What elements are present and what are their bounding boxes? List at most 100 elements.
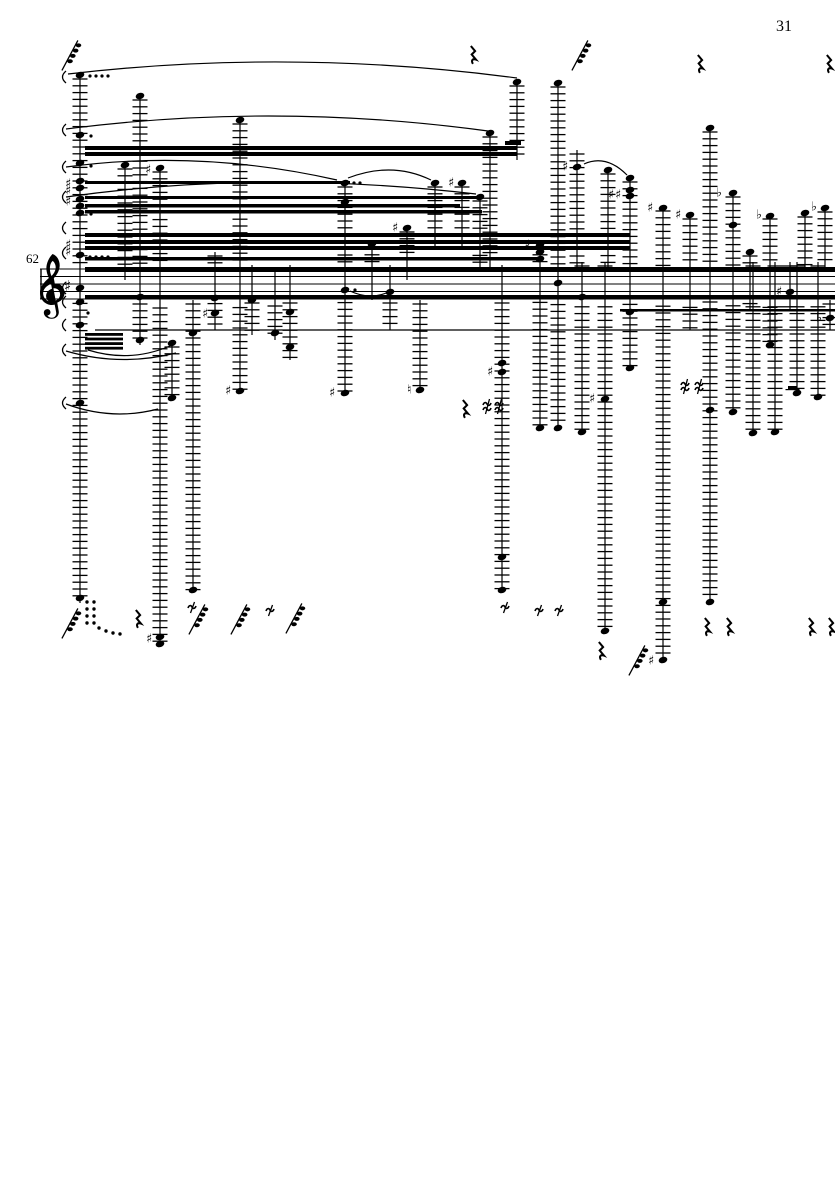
note-column: ♯♯ xyxy=(647,200,671,668)
augmentation-dot xyxy=(106,74,110,78)
quarter-rest-stroke xyxy=(826,54,835,74)
notehead xyxy=(120,161,130,169)
augmentation-dot xyxy=(86,311,90,315)
tie-opening xyxy=(61,343,67,357)
sharp-accidental: ♯ xyxy=(647,200,653,215)
notehead xyxy=(75,131,85,139)
notehead xyxy=(603,166,613,174)
tie-opening xyxy=(61,318,67,332)
sharp-accidental: ♯ xyxy=(65,244,71,259)
note-column xyxy=(132,92,148,345)
rest-hook-blob xyxy=(580,53,586,58)
notehead xyxy=(75,284,85,292)
rest-hook-blob xyxy=(72,48,79,53)
notehead xyxy=(402,224,412,232)
slur xyxy=(349,290,392,297)
note-column xyxy=(382,265,398,330)
notehead xyxy=(210,294,220,302)
sixteenth-rest-icon xyxy=(500,601,510,614)
quarter-rest-stroke xyxy=(135,609,145,629)
rest-slash xyxy=(502,601,509,614)
quarter-rest-icon xyxy=(826,54,835,74)
note-column xyxy=(550,79,566,432)
sharp-accidental: ♯ xyxy=(392,220,398,235)
rest-slash xyxy=(556,604,563,617)
note-column: ♭ xyxy=(816,300,835,330)
page-number: 31 xyxy=(776,18,792,35)
tie-opening xyxy=(61,190,67,204)
notehead xyxy=(765,341,775,349)
slur xyxy=(65,115,489,132)
rest-hook-blob xyxy=(70,53,76,58)
tie-opening xyxy=(61,123,67,137)
notehead xyxy=(658,204,668,212)
sharp-accidental: ♯ xyxy=(65,237,71,252)
notehead xyxy=(167,394,177,402)
notehead xyxy=(75,251,85,259)
slurs xyxy=(61,61,628,415)
note-column xyxy=(185,300,201,594)
notehead xyxy=(75,184,85,192)
notehead xyxy=(625,192,635,200)
sixteenth-rest-icon xyxy=(187,601,197,614)
dot xyxy=(92,600,96,604)
notehead xyxy=(235,116,245,124)
notation-layer: ♯♯♯♯♯♯♯♯♯♯ ♯♯♮♯♯♯♯♯♯ ♯♯♯♯♭♭♯♭♭ xyxy=(40,40,835,676)
sixteenth-rest-icon xyxy=(534,604,544,617)
rest-hook-blob xyxy=(75,611,82,616)
beam xyxy=(505,141,521,145)
notehead xyxy=(235,387,245,395)
quarter-rest-icon xyxy=(726,617,736,637)
notehead xyxy=(75,594,85,602)
notehead xyxy=(75,195,85,203)
augmentation-dot xyxy=(94,74,98,78)
notehead xyxy=(457,179,467,187)
notehead xyxy=(497,368,507,376)
notehead xyxy=(497,553,507,561)
notehead xyxy=(512,78,522,86)
notehead xyxy=(705,598,715,606)
notehead xyxy=(825,314,835,322)
rest-hook-blob xyxy=(577,59,583,64)
tie-opening xyxy=(61,160,67,174)
augmentation-dot xyxy=(100,74,104,78)
note-column xyxy=(427,179,443,250)
note-column xyxy=(810,262,826,401)
natural-accidental: ♮ xyxy=(407,382,411,397)
sharp-accidental: ♯ xyxy=(487,364,493,379)
treble-clef-path xyxy=(40,254,65,319)
note-column: ♭ xyxy=(716,185,741,416)
quarter-rest-icon xyxy=(470,45,480,65)
dot xyxy=(104,629,108,633)
note-column xyxy=(472,193,488,268)
onehundredtwentyeighth-rest-icon xyxy=(571,40,592,71)
note-column xyxy=(600,166,616,270)
sixteenth-rest-icon xyxy=(554,604,564,617)
beam xyxy=(85,146,517,150)
flat-accidental: ♭ xyxy=(716,185,722,200)
notehead xyxy=(625,308,635,316)
rest-hook-blob xyxy=(202,607,209,612)
note-column: ♯ xyxy=(225,116,248,398)
sharp-accidental: ♯ xyxy=(65,176,71,191)
notehead xyxy=(625,174,635,182)
quarter-rest-stroke xyxy=(808,617,818,637)
multi-hook-rests xyxy=(61,40,649,676)
notehead xyxy=(210,309,220,317)
thirtysecond-rest-icon xyxy=(482,398,492,415)
note-column xyxy=(282,265,298,360)
sharp-accidental: ♯ xyxy=(448,175,454,190)
note-column xyxy=(745,262,761,437)
quarter-rest-stroke xyxy=(598,641,608,661)
tie-opening xyxy=(61,246,67,260)
sharp-accidental: ♯ xyxy=(608,187,614,202)
notehead xyxy=(658,598,668,606)
quarter-rest-stroke xyxy=(704,617,714,637)
quarter-rest-stroke xyxy=(828,617,835,637)
rest-hook-blob xyxy=(642,648,649,653)
thirtysecond-rest-icon xyxy=(494,398,504,415)
rest-hook-blob xyxy=(637,658,643,663)
notehead xyxy=(167,339,177,347)
note-column: ♯ xyxy=(202,252,223,330)
